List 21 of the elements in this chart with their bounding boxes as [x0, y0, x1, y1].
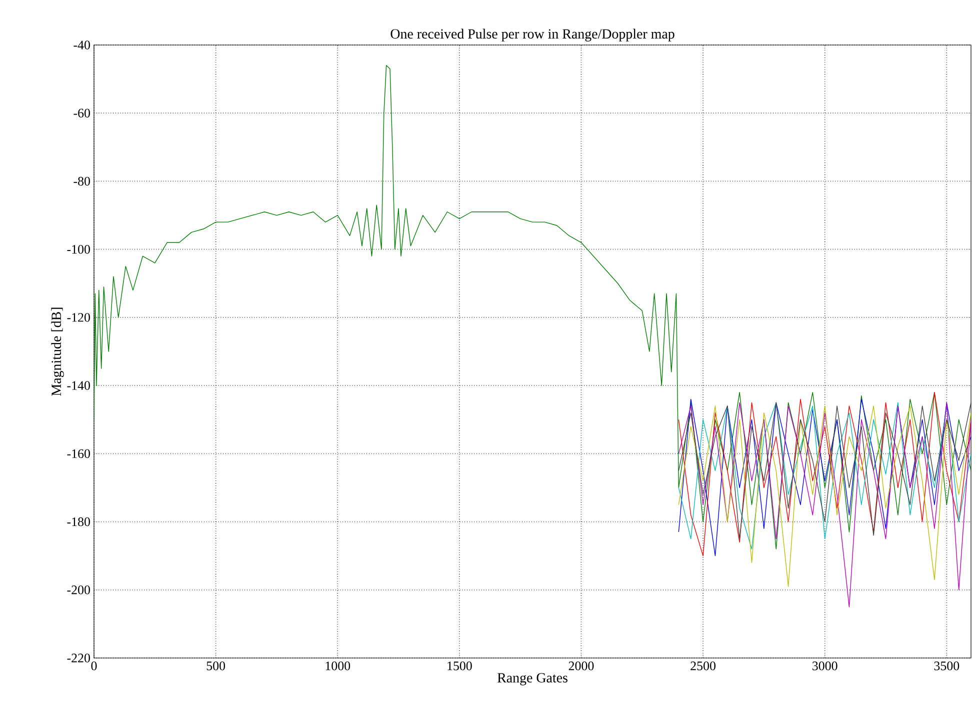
y-tick-label: -60: [74, 108, 90, 118]
y-axis-title: Magnitude [dB]: [51, 308, 64, 396]
x-tick-label: 3500: [934, 662, 960, 670]
x-tick-label: 2500: [690, 662, 716, 670]
x-tick-label: 1500: [448, 662, 472, 670]
y-tick-label: -160: [67, 449, 90, 458]
y-tick-label: -100: [67, 244, 90, 254]
x-tick-label: 0: [91, 662, 97, 670]
x-tick-label: 2000: [568, 662, 594, 670]
x-tick-label: 500: [206, 662, 226, 670]
y-tick-label: -120: [67, 313, 90, 322]
y-tick-label: -180: [67, 517, 90, 526]
x-tick-label: 1000: [326, 662, 350, 670]
x-axis-title: Range Gates: [497, 673, 568, 686]
y-tick-label: -80: [74, 176, 90, 186]
y-tick-label: -200: [67, 586, 90, 594]
x-tick-label: 3000: [812, 662, 838, 670]
y-tick-label: -40: [74, 40, 90, 50]
y-tick-label: -140: [67, 381, 90, 390]
chart-title: One received Pulse per row in Range/Doppler map: [390, 28, 674, 42]
y-tick-label: -220: [67, 654, 90, 662]
